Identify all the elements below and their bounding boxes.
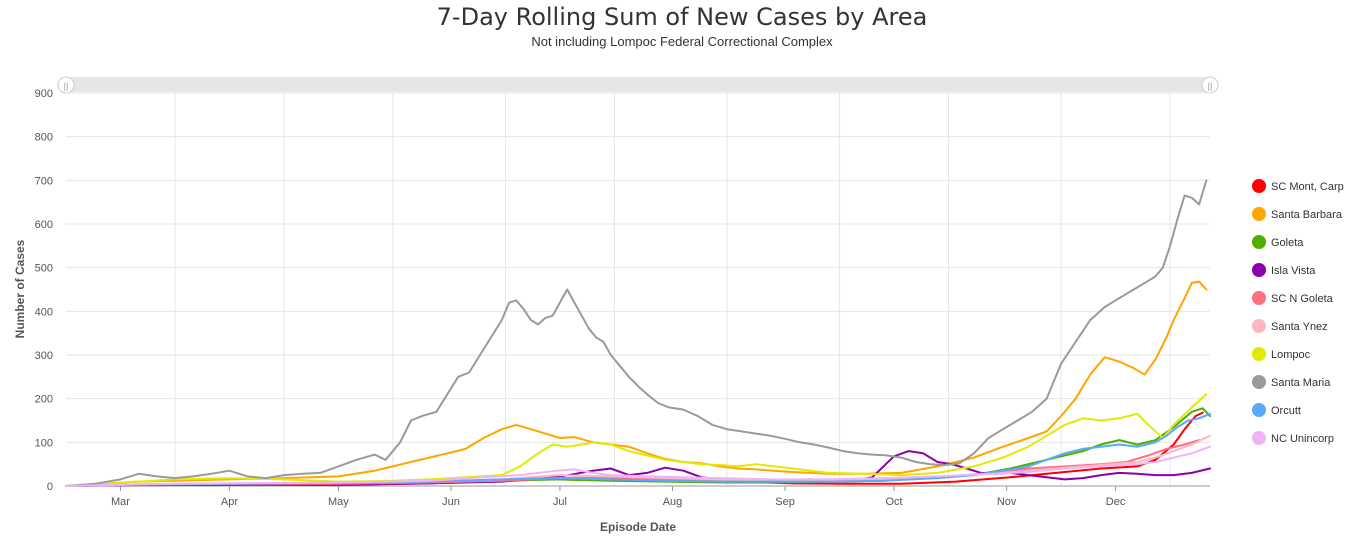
x-tick-label: Oct bbox=[885, 496, 902, 508]
series-line-santa-maria bbox=[65, 179, 1208, 487]
x-tick-label: Sep bbox=[775, 496, 795, 508]
chart-subtitle: Not including Lompoc Federal Correctiona… bbox=[531, 34, 833, 49]
y-tick-label: 200 bbox=[35, 394, 53, 406]
y-tick-label: 600 bbox=[35, 219, 53, 231]
y-axis-title: Number of Cases bbox=[13, 239, 27, 338]
legend-item-sc-mont-carp[interactable]: SC Mont, Carp bbox=[1252, 179, 1344, 193]
x-tick-label: Apr bbox=[221, 496, 238, 508]
legend-swatch bbox=[1252, 179, 1266, 193]
legend: SC Mont, Carp Santa Barbara Goleta Isla Vis… bbox=[1252, 179, 1344, 445]
y-axis-ticks: 0 100 200 300 400 500 600 700 800 900 bbox=[35, 88, 53, 493]
legend-swatch bbox=[1252, 347, 1266, 361]
legend-label: SC Mont, Carp bbox=[1271, 181, 1344, 193]
series-line-nc-unincorp bbox=[65, 445, 1211, 487]
series-line-santa-barbara bbox=[65, 280, 1208, 487]
legend-label: NC Unincorp bbox=[1271, 433, 1334, 445]
navigator-handle-right[interactable]: || bbox=[1201, 76, 1219, 94]
x-tick-label: Nov bbox=[997, 496, 1017, 508]
navigator-handle-right-glyph: || bbox=[1208, 81, 1213, 91]
legend-swatch bbox=[1252, 207, 1266, 221]
legend-swatch bbox=[1252, 431, 1266, 445]
legend-label: Goleta bbox=[1271, 237, 1304, 249]
legend-swatch bbox=[1252, 263, 1266, 277]
x-tick-label: May bbox=[328, 496, 349, 508]
legend-item-isla-vista[interactable]: Isla Vista bbox=[1252, 263, 1316, 277]
legend-label: Isla Vista bbox=[1271, 265, 1316, 277]
legend-swatch bbox=[1252, 291, 1266, 305]
legend-label: Santa Barbara bbox=[1271, 209, 1343, 221]
y-tick-label: 400 bbox=[35, 306, 53, 318]
legend-item-santa-ynez[interactable]: Santa Ynez bbox=[1252, 319, 1328, 333]
y-tick-label: 700 bbox=[35, 175, 53, 187]
legend-label: Santa Maria bbox=[1271, 377, 1331, 389]
legend-item-santa-maria[interactable]: Santa Maria bbox=[1252, 375, 1331, 389]
series-line-isla-vista bbox=[65, 450, 1211, 487]
legend-swatch bbox=[1252, 235, 1266, 249]
x-tick-label: Aug bbox=[663, 496, 683, 508]
y-tick-label: 800 bbox=[35, 132, 53, 144]
x-tick-label: Mar bbox=[111, 496, 130, 508]
series-line-lompoc bbox=[65, 393, 1208, 487]
y-tick-label: 500 bbox=[35, 263, 53, 275]
x-tick-label: Jul bbox=[553, 496, 567, 508]
legend-item-nc-unincorp[interactable]: NC Unincorp bbox=[1252, 431, 1334, 445]
legend-item-orcutt[interactable]: Orcutt bbox=[1252, 403, 1301, 417]
navigator-handle-left[interactable]: || bbox=[57, 76, 75, 94]
legend-item-goleta[interactable]: Goleta bbox=[1252, 235, 1304, 249]
legend-label: SC N Goleta bbox=[1271, 293, 1334, 305]
series-lines bbox=[65, 179, 1211, 487]
gridlines bbox=[66, 92, 1210, 486]
legend-label: Santa Ynez bbox=[1271, 321, 1328, 333]
legend-item-sc-n-goleta[interactable]: SC N Goleta bbox=[1252, 291, 1334, 305]
legend-swatch bbox=[1252, 319, 1266, 333]
navigator-track bbox=[66, 77, 1210, 92]
y-tick-label: 100 bbox=[35, 437, 53, 449]
range-navigator[interactable]: || || bbox=[57, 76, 1219, 94]
y-tick-label: 900 bbox=[35, 88, 53, 100]
legend-item-santa-barbara[interactable]: Santa Barbara bbox=[1252, 207, 1343, 221]
x-axis-ticks: Mar Apr May Jun Jul Aug Sep Oct Nov Dec bbox=[111, 486, 1126, 508]
y-tick-label: 0 bbox=[47, 481, 53, 493]
navigator-handle-left-glyph: || bbox=[64, 81, 69, 91]
legend-swatch bbox=[1252, 403, 1266, 417]
legend-item-lompoc[interactable]: Lompoc bbox=[1252, 347, 1311, 361]
legend-label: Lompoc bbox=[1271, 349, 1311, 361]
legend-label: Orcutt bbox=[1271, 405, 1301, 417]
chart-title: 7-Day Rolling Sum of New Cases by Area bbox=[437, 3, 928, 31]
x-axis-title: Episode Date bbox=[600, 520, 676, 534]
x-tick-label: Dec bbox=[1106, 496, 1126, 508]
legend-swatch bbox=[1252, 375, 1266, 389]
x-tick-label: Jun bbox=[442, 496, 460, 508]
y-tick-label: 300 bbox=[35, 350, 53, 362]
